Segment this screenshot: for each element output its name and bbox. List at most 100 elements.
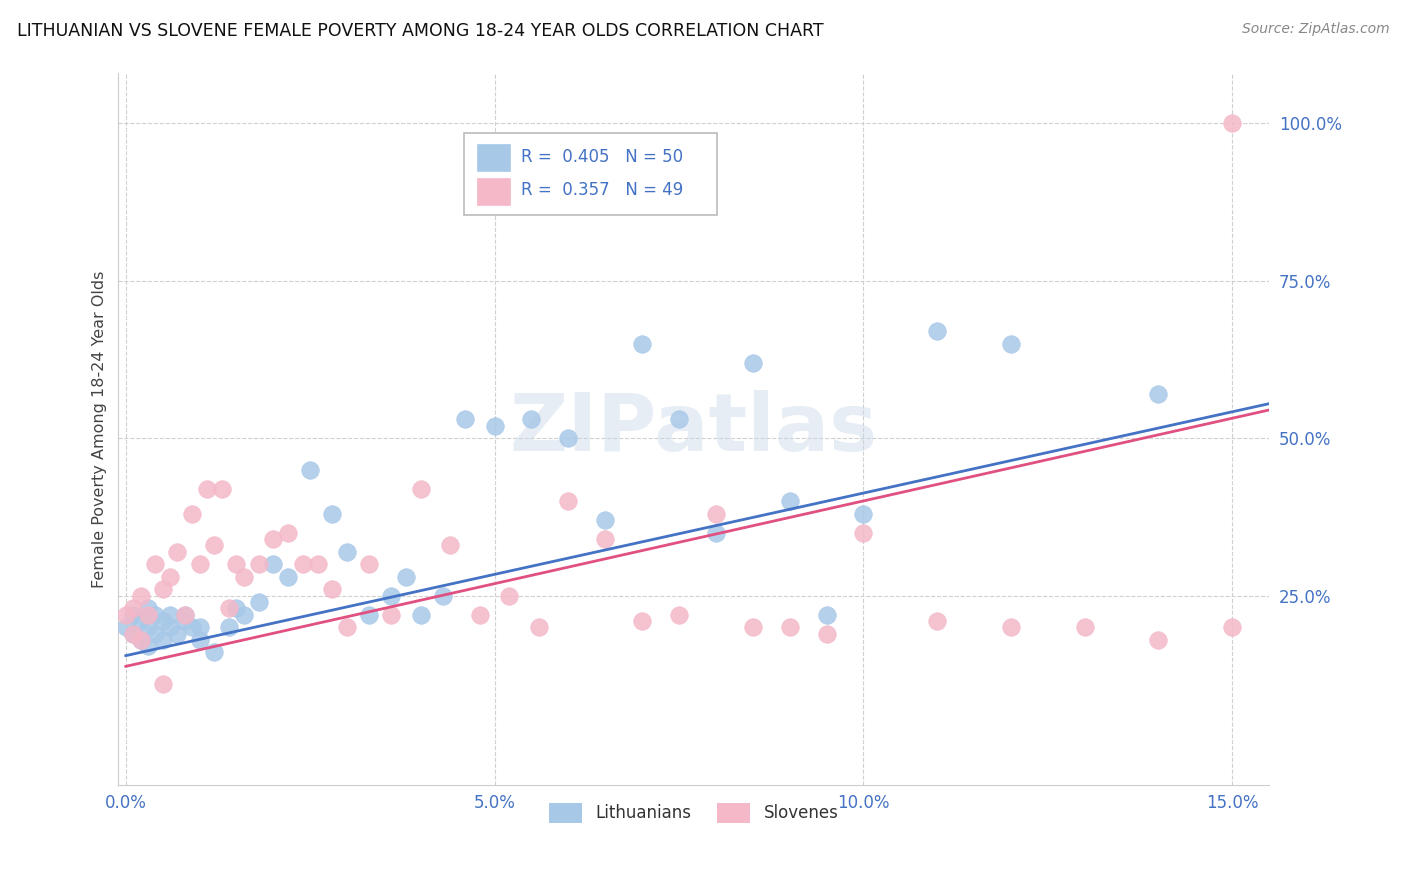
Point: [1000, 620, 1022, 634]
Point: [173, 607, 195, 622]
Point: [741, 356, 763, 370]
Point: [1000, 336, 1022, 351]
Point: [129, 614, 152, 628]
Text: ZIPatlas: ZIPatlas: [509, 390, 877, 468]
Point: [1220, 620, 1243, 634]
Point: [380, 607, 402, 622]
Point: [852, 525, 875, 540]
Point: [181, 620, 204, 634]
Legend: Lithuanians, Slovenes: Lithuanians, Slovenes: [543, 797, 845, 830]
Point: [159, 570, 181, 584]
Point: [779, 620, 801, 634]
Point: [232, 607, 254, 622]
FancyBboxPatch shape: [464, 134, 717, 215]
Point: [262, 532, 284, 546]
Point: [668, 607, 690, 622]
Point: [114, 620, 136, 634]
Text: R =  0.357   N = 49: R = 0.357 N = 49: [522, 181, 683, 200]
Point: [631, 614, 654, 628]
Point: [152, 677, 174, 691]
Point: [779, 494, 801, 508]
Point: [166, 544, 188, 558]
Point: [1147, 632, 1170, 647]
Point: [143, 626, 166, 640]
Point: [395, 570, 418, 584]
Point: [152, 632, 174, 647]
Point: [143, 607, 166, 622]
Point: [188, 558, 211, 572]
Point: [409, 607, 432, 622]
Point: [704, 507, 727, 521]
Point: [815, 607, 838, 622]
Text: Source: ZipAtlas.com: Source: ZipAtlas.com: [1241, 22, 1389, 37]
Point: [122, 607, 145, 622]
Point: [336, 544, 359, 558]
Point: [202, 538, 225, 552]
Point: [1073, 620, 1095, 634]
Point: [1147, 387, 1170, 401]
Point: [173, 614, 195, 628]
Point: [136, 607, 159, 622]
Point: [247, 558, 270, 572]
Point: [593, 513, 616, 527]
Point: [114, 607, 136, 622]
Point: [218, 601, 240, 615]
Point: [232, 570, 254, 584]
Point: [152, 614, 174, 628]
Point: [359, 558, 381, 572]
Point: [225, 601, 247, 615]
Point: [122, 626, 145, 640]
Point: [299, 463, 322, 477]
Point: [927, 324, 949, 338]
Point: [218, 620, 240, 634]
Point: [557, 494, 579, 508]
Text: R =  0.405   N = 50: R = 0.405 N = 50: [522, 148, 683, 166]
Point: [211, 482, 233, 496]
Point: [498, 589, 520, 603]
Point: [927, 614, 949, 628]
Point: [129, 632, 152, 647]
Point: [277, 525, 299, 540]
Point: [173, 607, 195, 622]
Point: [321, 582, 343, 597]
Point: [122, 601, 145, 615]
Point: [380, 589, 402, 603]
Point: [277, 570, 299, 584]
Text: LITHUANIAN VS SLOVENE FEMALE POVERTY AMONG 18-24 YEAR OLDS CORRELATION CHART: LITHUANIAN VS SLOVENE FEMALE POVERTY AMO…: [17, 22, 824, 40]
Point: [247, 595, 270, 609]
Point: [143, 558, 166, 572]
Point: [159, 620, 181, 634]
Point: [439, 538, 461, 552]
Point: [202, 645, 225, 659]
Point: [520, 412, 543, 426]
Y-axis label: Female Poverty Among 18-24 Year Olds: Female Poverty Among 18-24 Year Olds: [93, 270, 107, 588]
Point: [336, 620, 359, 634]
Point: [484, 418, 506, 433]
Point: [321, 507, 343, 521]
Point: [704, 525, 727, 540]
Point: [468, 607, 491, 622]
Point: [815, 626, 838, 640]
Point: [593, 532, 616, 546]
Point: [454, 412, 477, 426]
Point: [136, 601, 159, 615]
FancyBboxPatch shape: [478, 145, 509, 171]
Point: [409, 482, 432, 496]
Point: [136, 620, 159, 634]
Point: [195, 482, 218, 496]
Point: [852, 507, 875, 521]
Point: [1220, 116, 1243, 130]
Point: [136, 639, 159, 653]
Point: [359, 607, 381, 622]
Point: [527, 620, 550, 634]
Point: [122, 626, 145, 640]
Point: [129, 589, 152, 603]
Point: [307, 558, 329, 572]
Point: [432, 589, 454, 603]
Point: [188, 632, 211, 647]
Point: [152, 582, 174, 597]
Point: [166, 626, 188, 640]
Point: [225, 558, 247, 572]
Point: [262, 558, 284, 572]
Point: [741, 620, 763, 634]
